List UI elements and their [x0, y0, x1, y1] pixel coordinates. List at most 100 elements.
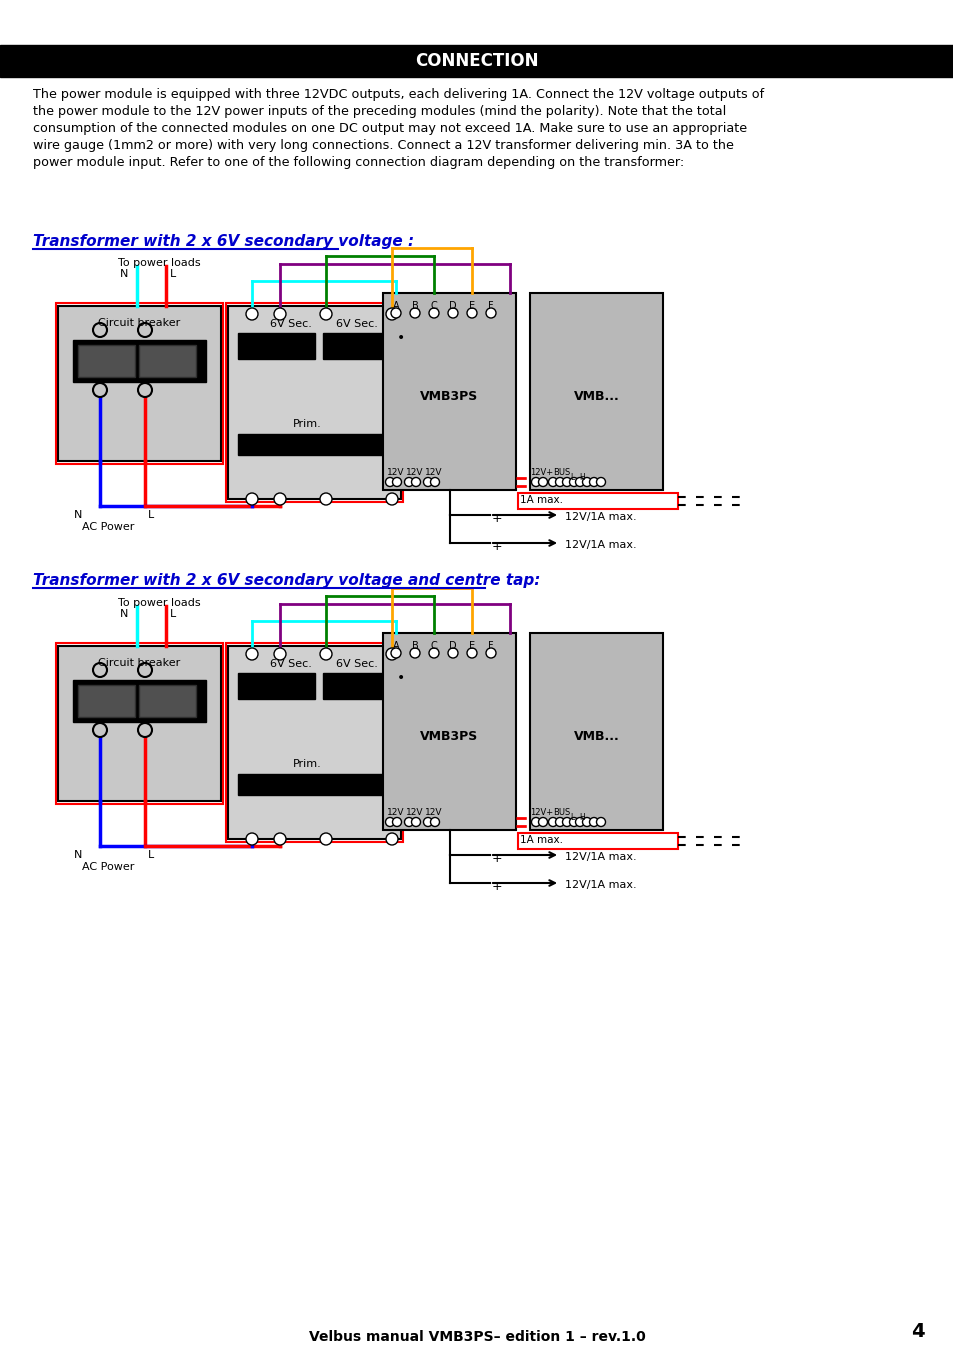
Circle shape [274, 493, 286, 505]
Bar [323, 332, 399, 359]
Text: 6V Sec.: 6V Sec. [335, 319, 377, 330]
Bar [237, 332, 314, 359]
Text: 12V+: 12V+ [530, 467, 553, 477]
Circle shape [589, 477, 598, 486]
Text: C: C [430, 301, 436, 311]
Circle shape [555, 477, 564, 486]
Circle shape [385, 817, 395, 827]
Bar [530, 293, 662, 490]
Bar [58, 305, 221, 461]
Circle shape [138, 382, 152, 397]
Text: L: L [148, 850, 154, 861]
Bar [78, 685, 135, 717]
Bar [139, 685, 195, 717]
Text: Transformer with 2 x 6V secondary voltage and centre tap:: Transformer with 2 x 6V secondary voltag… [33, 573, 539, 588]
Text: F: F [488, 640, 494, 651]
Circle shape [575, 477, 584, 486]
Bar [237, 673, 314, 698]
Circle shape [274, 308, 286, 320]
Circle shape [548, 477, 557, 486]
Text: L: L [569, 813, 574, 821]
Circle shape [138, 323, 152, 336]
Bar [237, 434, 400, 455]
Circle shape [555, 817, 564, 827]
Bar [323, 673, 399, 698]
Circle shape [319, 648, 332, 661]
Circle shape [562, 477, 571, 486]
Circle shape [423, 477, 432, 486]
Text: VMB3PS: VMB3PS [420, 390, 478, 403]
Text: N: N [119, 609, 128, 619]
Circle shape [485, 308, 496, 317]
Text: Prim.: Prim. [293, 759, 321, 769]
Circle shape [467, 648, 476, 658]
Circle shape [411, 477, 420, 486]
Text: +: + [492, 880, 502, 893]
Text: 6V Sec.: 6V Sec. [335, 659, 377, 669]
Text: BUS: BUS [553, 467, 570, 477]
Text: The power module is equipped with three 12VDC outputs, each delivering 1A. Conne: The power module is equipped with three … [33, 88, 763, 169]
Bar [0, 45, 953, 77]
Text: N: N [73, 509, 82, 520]
Text: BUS: BUS [553, 808, 570, 817]
Text: Circuit breaker: Circuit breaker [98, 658, 180, 667]
Circle shape [582, 477, 591, 486]
Circle shape [385, 477, 395, 486]
Text: 12V/1A max.: 12V/1A max. [564, 512, 636, 521]
Circle shape [138, 723, 152, 738]
Circle shape [391, 648, 400, 658]
Text: Transformer with 2 x 6V secondary voltage :: Transformer with 2 x 6V secondary voltag… [33, 234, 414, 249]
Circle shape [448, 648, 457, 658]
Circle shape [562, 817, 571, 827]
Bar [517, 834, 678, 848]
Circle shape [392, 817, 401, 827]
Circle shape [246, 308, 257, 320]
Text: 12V: 12V [425, 467, 442, 477]
Text: To power loads: To power loads [118, 258, 200, 267]
Circle shape [274, 648, 286, 661]
Circle shape [274, 834, 286, 844]
Bar [139, 345, 195, 377]
Text: B: B [411, 301, 418, 311]
Text: 12V: 12V [387, 467, 404, 477]
Text: 12V: 12V [406, 467, 423, 477]
Text: C: C [430, 640, 436, 651]
Bar [382, 634, 516, 830]
Text: 12V: 12V [387, 808, 404, 817]
Circle shape [429, 308, 438, 317]
Bar [228, 305, 400, 499]
Circle shape [319, 308, 332, 320]
Text: L: L [569, 473, 574, 482]
Text: 1A max.: 1A max. [519, 494, 562, 505]
Text: 4: 4 [910, 1323, 923, 1342]
Circle shape [448, 308, 457, 317]
Bar [226, 303, 402, 503]
Circle shape [411, 817, 420, 827]
Bar [78, 345, 135, 377]
Text: L: L [170, 269, 176, 280]
Text: Prim.: Prim. [293, 419, 321, 430]
Circle shape [391, 308, 400, 317]
Circle shape [404, 477, 413, 486]
Circle shape [386, 648, 397, 661]
Text: •: • [396, 671, 405, 685]
Circle shape [537, 817, 547, 827]
Bar [226, 643, 402, 842]
Text: VMB...: VMB... [573, 730, 618, 743]
Bar [58, 646, 221, 801]
Text: 12V/1A max.: 12V/1A max. [564, 880, 636, 890]
Bar [56, 643, 223, 804]
Circle shape [531, 817, 540, 827]
Circle shape [537, 477, 547, 486]
Circle shape [589, 817, 598, 827]
Text: 12V: 12V [406, 808, 423, 817]
Text: B: B [411, 640, 418, 651]
Circle shape [319, 493, 332, 505]
Text: L: L [148, 509, 154, 520]
Text: VMB...: VMB... [573, 390, 618, 403]
Circle shape [92, 323, 107, 336]
Text: •: • [396, 331, 405, 345]
Circle shape [582, 817, 591, 827]
Text: N: N [73, 850, 82, 861]
Circle shape [92, 723, 107, 738]
